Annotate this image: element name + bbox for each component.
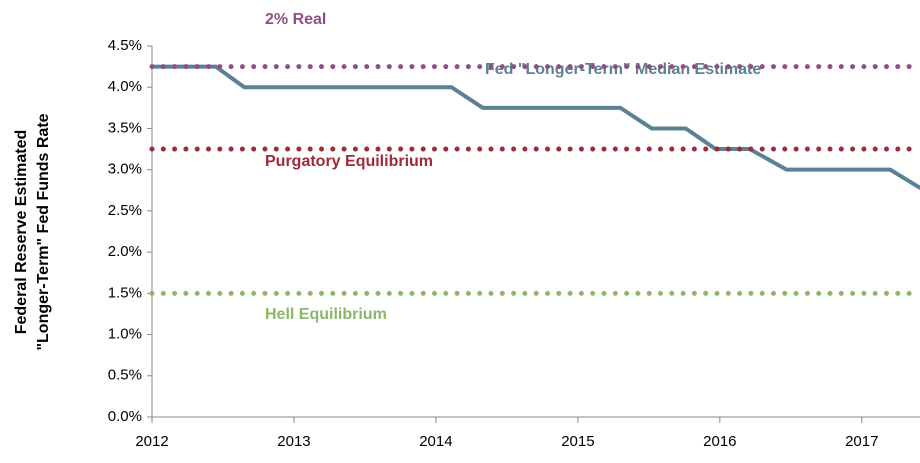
x-tick-label: 2012: [135, 433, 168, 450]
y-axis-label: "Longer-Term" Fed Funds Rate: [35, 113, 52, 350]
x-tick-label: 2016: [703, 433, 736, 450]
x-tick-label: 2013: [277, 433, 310, 450]
series-label: Fed "Longer-Term" Median Estimate: [485, 61, 761, 78]
y-tick-label: 1.0%: [108, 326, 142, 343]
series-label: Purgatory Equilibrium: [265, 153, 433, 170]
y-tick-label: 3.5%: [108, 119, 142, 136]
x-tick-label: 2014: [419, 433, 452, 450]
y-tick-label: 2.0%: [108, 243, 142, 260]
x-tick-label: 2017: [845, 433, 878, 450]
x-tick-label: 2015: [561, 433, 594, 450]
y-tick-label: 4.5%: [108, 37, 142, 54]
y-tick-label: 3.0%: [108, 161, 142, 178]
series-label: Hell Equilibrium: [265, 306, 387, 323]
y-tick-label: 0.0%: [108, 408, 142, 425]
y-axis-label: Federal Reserve Estimated: [13, 130, 30, 335]
series-label: 2% Real: [265, 11, 326, 28]
line: [150, 64, 920, 190]
y-tick-label: 0.5%: [108, 367, 142, 384]
y-tick-label: 2.5%: [108, 202, 142, 219]
y-tick-label: 4.0%: [108, 78, 142, 95]
y-tick-label: 1.5%: [108, 284, 142, 301]
